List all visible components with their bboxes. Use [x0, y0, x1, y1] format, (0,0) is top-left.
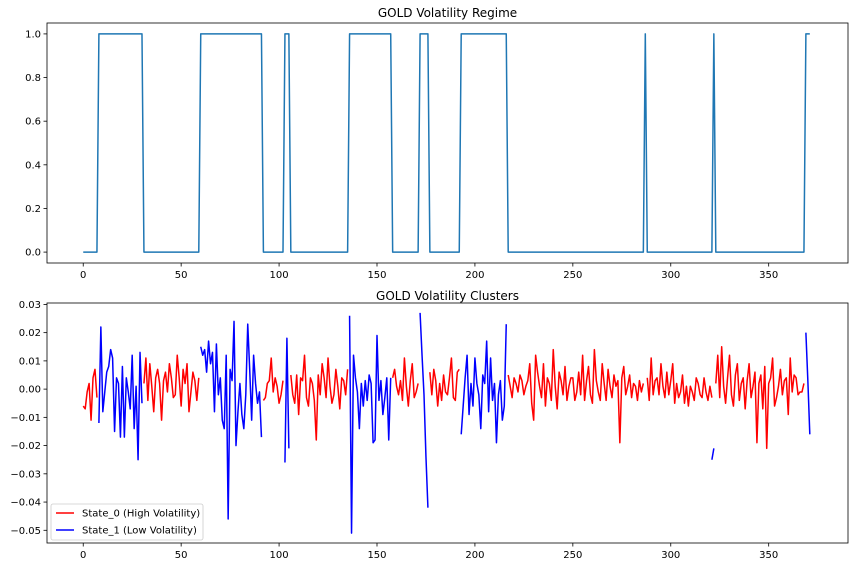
x-tick-label: 350 — [759, 270, 778, 281]
x-tick-label: 300 — [661, 550, 680, 561]
x-tick-label: 100 — [270, 550, 289, 561]
series-line-1 — [419, 312, 429, 508]
y-tick-label: 0.03 — [19, 300, 41, 311]
series-line-0 — [82, 368, 98, 421]
x-tick-label: 50 — [175, 550, 188, 561]
series-line-0 — [507, 348, 645, 444]
y-tick-label: 0.6 — [25, 117, 41, 128]
y-tick-label: −0.04 — [10, 498, 41, 509]
y-tick-label: 0.0 — [25, 248, 41, 259]
y-tick-label: 0.00 — [19, 385, 41, 396]
regime-plot-frame — [46, 22, 849, 264]
series-line-1 — [98, 326, 143, 461]
y-tick-label: −0.01 — [10, 413, 41, 424]
series-line-0 — [646, 357, 713, 407]
y-tick-label: 1.0 — [25, 29, 41, 40]
series-line-0 — [143, 354, 200, 421]
series-line-0 — [290, 354, 349, 441]
clusters-plot-area — [82, 312, 811, 534]
x-tick-label: 0 — [80, 550, 86, 561]
x-tick-label: 350 — [759, 550, 778, 561]
x-tick-label: 250 — [563, 270, 582, 281]
series-line-1 — [348, 315, 392, 534]
y-tick-label: 0.01 — [19, 356, 41, 367]
clusters-y-axis-ticks: −0.05 −0.04 −0.03 −0.02 −0.01 0.00 0.01 0.02 0.0… — [10, 300, 47, 537]
x-tick-label: 100 — [270, 270, 289, 281]
x-tick-label: 250 — [563, 550, 582, 561]
y-tick-label: −0.02 — [10, 441, 41, 452]
regime-x-axis-ticks: 0 50 100 150 200 250 300 350 — [80, 263, 778, 281]
x-tick-label: 150 — [367, 270, 386, 281]
series-line-0 — [429, 357, 460, 407]
x-tick-label: 200 — [465, 270, 484, 281]
series-line-0 — [715, 346, 805, 450]
x-tick-label: 300 — [661, 270, 680, 281]
clusters-chart-title: GOLD Volatility Clusters — [376, 289, 519, 303]
regime-plot-area — [83, 33, 810, 253]
series-line-1 — [805, 332, 811, 435]
x-tick-label: 0 — [80, 270, 86, 281]
clusters-chart-panel: GOLD Volatility Clusters 0 50 100 150 200 250… — [10, 289, 849, 561]
legend-box — [50, 503, 204, 541]
regime-chart-panel: GOLD Volatility Regime 0 50 100 150 200 250 30… — [25, 6, 849, 281]
series-line-1 — [460, 324, 507, 444]
y-tick-label: −0.05 — [10, 526, 41, 537]
y-tick-label: 0.02 — [19, 328, 41, 339]
x-tick-label: 150 — [367, 550, 386, 561]
clusters-plot-frame — [46, 302, 849, 544]
series-line-0 — [83, 33, 810, 253]
series-line-0 — [262, 357, 284, 404]
legend-label-state-1: State_1 (Low Volatility) — [82, 526, 197, 537]
series-line-0 — [391, 357, 419, 407]
y-tick-label: −0.03 — [10, 469, 41, 480]
x-tick-label: 200 — [465, 550, 484, 561]
legend: State_0 (High Volatility) State_1 (Low V… — [50, 503, 204, 541]
y-tick-label: 0.2 — [25, 204, 41, 215]
series-line-1 — [284, 337, 290, 463]
x-tick-label: 50 — [175, 270, 188, 281]
legend-label-state-0: State_0 (High Volatility) — [82, 509, 200, 520]
regime-y-axis-ticks: 0.0 0.2 0.4 0.6 0.8 1.0 — [25, 29, 47, 259]
y-tick-label: 0.4 — [25, 160, 41, 171]
series-line-1 — [711, 448, 715, 460]
series-line-1 — [200, 320, 263, 520]
clusters-x-axis-ticks: 0 50 100 150 200 250 300 350 — [80, 543, 778, 561]
regime-chart-title: GOLD Volatility Regime — [378, 6, 517, 20]
y-tick-label: 0.8 — [25, 73, 41, 84]
